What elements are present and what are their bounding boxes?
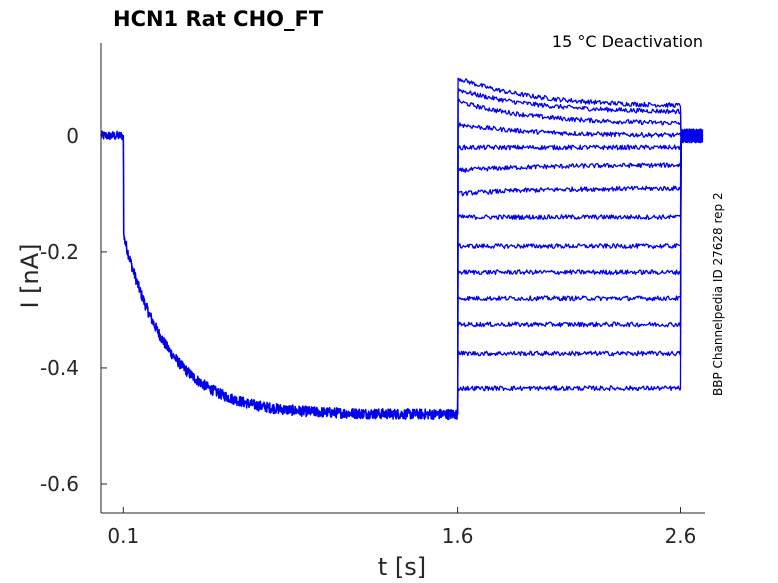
deactivation-series-8	[456, 128, 704, 415]
hyperpolarization-trace	[100, 130, 459, 421]
y-axis-label: I [nA]	[16, 243, 44, 308]
y-tick-label-4: -0.6	[40, 472, 79, 496]
deactivation-series-12	[456, 129, 703, 415]
deactivation-series-2	[456, 88, 704, 415]
deactivation-series-11	[456, 129, 704, 415]
deactivation-series-4	[456, 122, 704, 415]
y-tick-label-2: -0.2	[40, 240, 79, 264]
y-tick-label-3: -0.4	[40, 356, 79, 380]
x-tick-label-2: 1.6	[442, 524, 474, 548]
deactivation-series-6	[456, 128, 704, 415]
channelpedia-id-label: BBP Channelpedia ID 27628 rep 2	[711, 192, 725, 396]
deactivation-series-5	[456, 128, 704, 415]
deactivation-series-9	[456, 128, 703, 415]
deactivation-series-7	[456, 128, 704, 415]
x-axis-label: t [s]	[378, 553, 426, 581]
deactivation-series-13	[456, 129, 704, 415]
data-layer	[100, 77, 704, 421]
axes-layer: 0.1 1.6 2.6 0 -0.2 -0.4 -0.6	[40, 43, 705, 548]
x-tick-label-3: 2.6	[665, 524, 697, 548]
deactivation-series-14	[456, 128, 704, 415]
x-tick-label-1: 0.1	[107, 524, 139, 548]
deactivation-series-1	[456, 77, 704, 415]
chart-title: HCN1 Rat CHO_FT	[113, 7, 324, 31]
condition-annotation: 15 °C Deactivation	[552, 32, 703, 51]
deactivation-series-10	[456, 129, 704, 415]
y-tick-label-1: 0	[66, 124, 79, 148]
deactivation-series-3	[456, 98, 704, 415]
